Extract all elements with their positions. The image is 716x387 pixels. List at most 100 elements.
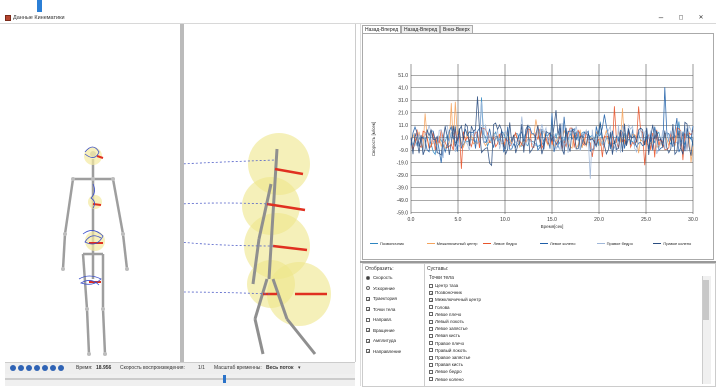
next-icon[interactable] bbox=[50, 365, 56, 371]
joint-item[interactable]: Правый локоть bbox=[429, 348, 467, 353]
checkbox[interactable]: ✓ bbox=[366, 307, 371, 312]
display-option-label: Траектория bbox=[373, 296, 397, 301]
series-line bbox=[410, 101, 694, 179]
x-tick-label: 0.0 bbox=[408, 217, 415, 223]
playback-bar bbox=[5, 362, 355, 375]
speed-value[interactable]: 1/1 bbox=[198, 365, 205, 371]
view-splitter[interactable] bbox=[180, 24, 184, 362]
joints-scrollbar[interactable] bbox=[702, 276, 711, 384]
forward-icon[interactable] bbox=[42, 365, 48, 371]
timeline-strip bbox=[5, 374, 355, 386]
display-option-label: Вращение bbox=[373, 327, 395, 333]
display-options: Отобразить: Скорость Ускорение ✓ Траектория… bbox=[362, 263, 426, 387]
y-tick-label: 1.0 bbox=[401, 135, 408, 141]
skip-start-icon[interactable] bbox=[10, 365, 16, 371]
panel-splitter[interactable] bbox=[360, 261, 716, 263]
y-tick-label: -39.0 bbox=[397, 185, 409, 191]
joint-item[interactable]: Правое плечо bbox=[429, 341, 464, 346]
joint-label: Правый локоть bbox=[435, 347, 467, 353]
checkbox[interactable] bbox=[429, 312, 433, 317]
display-option[interactable]: Направл. bbox=[366, 317, 392, 322]
app-icon bbox=[5, 15, 11, 21]
tab-down-up[interactable]: Вниз-Вверх bbox=[440, 25, 473, 34]
checkbox[interactable] bbox=[429, 333, 433, 338]
checkbox[interactable] bbox=[429, 377, 433, 382]
joint-item[interactable]: Голова bbox=[429, 305, 450, 310]
checkbox[interactable] bbox=[429, 355, 433, 360]
checkbox[interactable]: ✓ bbox=[429, 297, 434, 303]
close-button[interactable]: ✕ bbox=[698, 15, 704, 21]
play-icon[interactable] bbox=[34, 365, 40, 371]
checkbox[interactable] bbox=[429, 319, 433, 324]
skip-end-icon[interactable] bbox=[58, 365, 64, 371]
minimize-button[interactable]: – bbox=[658, 13, 664, 22]
joint-item[interactable]: Правая кисть bbox=[429, 362, 463, 367]
checkbox[interactable]: ✓ bbox=[366, 328, 371, 333]
side-skeleton bbox=[251, 148, 317, 355]
joints-header: Суставы: bbox=[427, 266, 449, 272]
title-separator bbox=[0, 23, 716, 24]
radio-button[interactable] bbox=[366, 275, 370, 280]
display-option[interactable]: ✓ Вращение bbox=[366, 328, 395, 333]
checkbox[interactable]: ✓ bbox=[366, 349, 371, 354]
display-option[interactable]: Ускорение bbox=[366, 286, 395, 291]
joint-label: Правое плечо bbox=[435, 340, 465, 346]
joints-scroll-thumb[interactable] bbox=[703, 280, 709, 320]
legend-label: Правое бедро bbox=[606, 241, 633, 246]
joint-item[interactable]: Левое плечо bbox=[429, 312, 461, 317]
series-line bbox=[410, 96, 694, 167]
checkbox[interactable] bbox=[366, 317, 370, 322]
checkbox[interactable] bbox=[429, 326, 433, 331]
joint-item[interactable]: Левое колено bbox=[429, 377, 464, 382]
joint-item[interactable]: Левое бедро bbox=[429, 369, 462, 374]
maximize-button[interactable]: ◻ bbox=[678, 15, 684, 21]
rewind-icon[interactable] bbox=[26, 365, 32, 371]
display-option-label: Ускорение bbox=[373, 285, 395, 291]
scale-select[interactable]: Весь поток bbox=[266, 365, 294, 371]
joint-item[interactable]: Левое запястье bbox=[429, 326, 468, 331]
display-option[interactable]: ✓ Точки тела bbox=[366, 307, 395, 312]
joint-item[interactable]: ✓ Позвоночник bbox=[429, 290, 462, 295]
display-option[interactable]: Скорость bbox=[366, 275, 392, 280]
joint-item[interactable]: Центр таза bbox=[429, 283, 458, 288]
y-tick-label: 41.0 bbox=[398, 85, 408, 91]
side-velocity-spheres bbox=[242, 133, 331, 326]
joint-label: Голова bbox=[435, 304, 450, 310]
joint-item[interactable]: Левый локоть bbox=[429, 319, 464, 324]
checkbox[interactable] bbox=[429, 348, 433, 353]
display-option[interactable]: ✓ Траектория bbox=[366, 296, 397, 301]
chevron-down-icon[interactable]: ▾ bbox=[298, 365, 301, 371]
joint-item[interactable]: Правое запястье bbox=[429, 355, 470, 360]
display-option[interactable]: ✓ Амплитуда bbox=[366, 338, 396, 343]
radio-button[interactable] bbox=[366, 286, 370, 290]
display-option[interactable]: ✓ Направление bbox=[366, 349, 401, 354]
joint-label: Правая кисть bbox=[435, 362, 463, 368]
checkbox[interactable]: ✓ bbox=[366, 338, 371, 344]
joint-item[interactable]: Левая кисть bbox=[429, 333, 460, 338]
joint-label: Правое запястье bbox=[435, 355, 471, 360]
checkbox[interactable]: ✓ bbox=[429, 290, 434, 296]
legend-label: Правое колено bbox=[663, 241, 692, 246]
checkbox[interactable]: ✓ bbox=[366, 296, 371, 302]
checkbox[interactable] bbox=[429, 341, 433, 346]
speed-label: Скорость воспроизведения: bbox=[120, 365, 185, 371]
checkbox[interactable] bbox=[429, 362, 433, 367]
joint-item[interactable]: ✓ Межключичный центр bbox=[429, 297, 481, 302]
legend-item: Правое колено bbox=[653, 241, 691, 246]
joints-subheader: Точки тела bbox=[429, 275, 454, 281]
joint-label: Левое бедро bbox=[435, 369, 462, 375]
chart-legend: Позвоночник Межключичный центр Левое бедро… bbox=[370, 241, 710, 249]
tab-forward-back-2[interactable]: Назад-Вперед bbox=[401, 25, 441, 34]
timeline-track[interactable] bbox=[5, 378, 355, 380]
x-tick-label: 5.0 bbox=[455, 217, 462, 223]
side-trajectories bbox=[179, 159, 276, 295]
top-marker bbox=[37, 0, 42, 12]
tab-forward-back-1[interactable]: Назад-Вперед bbox=[362, 25, 402, 34]
checkbox[interactable] bbox=[429, 283, 433, 288]
checkbox[interactable] bbox=[429, 305, 433, 310]
legend-swatch bbox=[540, 243, 548, 244]
x-axis-label: Время[сек] bbox=[541, 224, 564, 229]
prev-icon[interactable] bbox=[18, 365, 24, 371]
timeline-thumb[interactable] bbox=[223, 375, 226, 383]
checkbox[interactable] bbox=[429, 369, 433, 374]
